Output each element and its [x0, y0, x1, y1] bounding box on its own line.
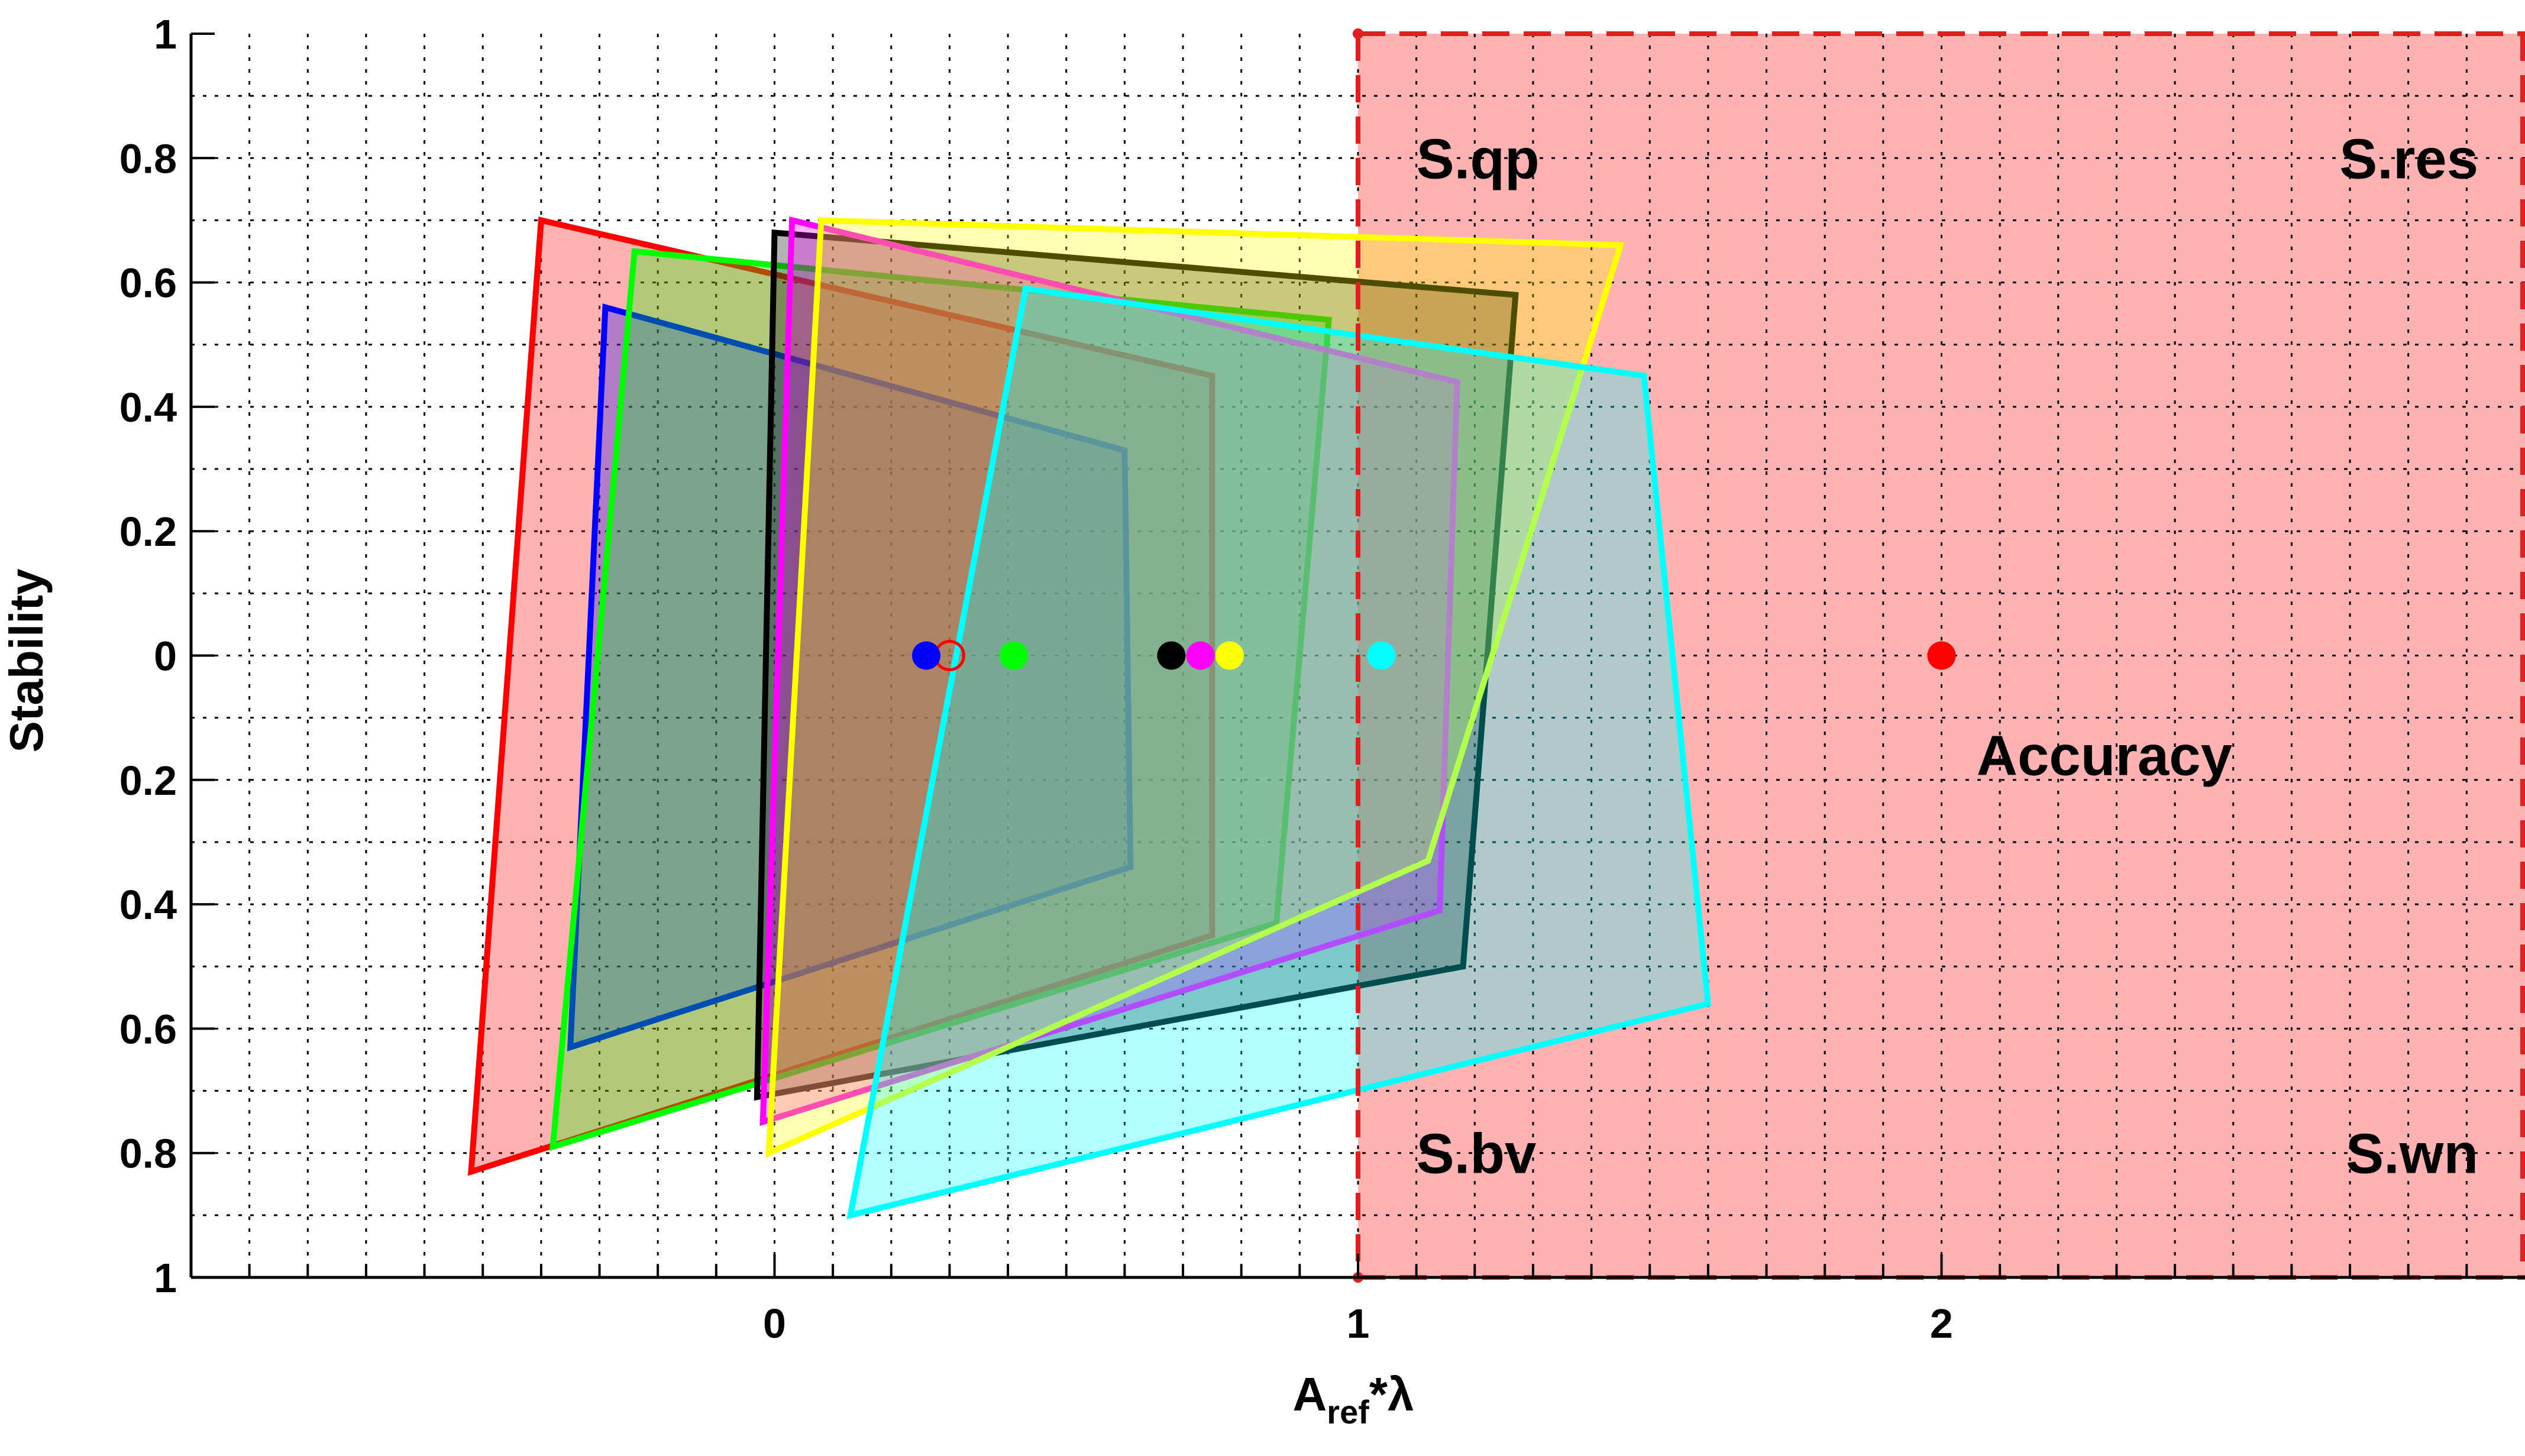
series-polygon-4	[754, 229, 1519, 1101]
y-axis-title: Stability	[0, 568, 53, 753]
y-tick-label: 0.4	[119, 882, 177, 928]
series-polygon-5	[759, 216, 1460, 1126]
y-tick-label: 0.2	[119, 758, 177, 804]
axes-layer: 1 0.8 0.6 0.4 0.2 0 0.2 0.4 0.6 0.8 1 0 1 2	[119, 11, 2525, 1347]
region-label: S.wn	[2346, 1122, 2478, 1186]
y-tick-label: 1	[154, 1255, 177, 1301]
series-marker-6	[1215, 641, 1244, 670]
series-marker-2	[911, 641, 940, 670]
x-axis-title: Aref*λ	[1293, 1368, 1414, 1431]
series-marker-3	[999, 641, 1028, 670]
series-polygon-1	[467, 216, 1215, 1176]
x-axis-title-tail: *λ	[1369, 1368, 1414, 1421]
region-label: S.bv	[1417, 1122, 1537, 1186]
x-axis-title-subscript: ref	[1327, 1393, 1369, 1431]
y-tick-label: 0.2	[119, 509, 177, 555]
y-tick-label: 0.8	[119, 1131, 177, 1177]
region-label: S.qp	[1417, 127, 1540, 190]
series-polygon-2	[567, 303, 1134, 1051]
marker-layer	[911, 640, 1956, 671]
series-marker-5	[1186, 641, 1215, 670]
series-marker-4	[1157, 641, 1186, 670]
region-label: S.res	[2339, 127, 2478, 190]
y-tick-label: 1	[154, 11, 177, 57]
y-tick-label: 0.8	[119, 135, 177, 182]
x-axis-title-main: A	[1293, 1368, 1327, 1421]
region-label: Accuracy	[1977, 724, 2232, 788]
region-label-layer: S.qp S.res S.bv S.wn Accuracy	[1417, 127, 2478, 1185]
series-polygon-3	[549, 248, 1333, 1151]
x-tick-label: 2	[1930, 1300, 1953, 1347]
y-tick-label: 0.4	[119, 384, 177, 431]
region-corner-dot	[1353, 28, 1363, 39]
series-polygon-6	[765, 217, 1625, 1158]
series-marker-7	[1367, 641, 1396, 670]
x-tick-label: 0	[763, 1300, 786, 1347]
series-polygon-7	[846, 285, 1712, 1219]
extra-marker-1	[1927, 641, 1956, 670]
polygon-layer	[467, 216, 1712, 1219]
y-tick-label: 0.6	[119, 260, 177, 306]
x-tick-label: 1	[1347, 1300, 1370, 1347]
y-tick-label: 0	[154, 633, 177, 680]
y-tick-label: 0.6	[119, 1006, 177, 1052]
